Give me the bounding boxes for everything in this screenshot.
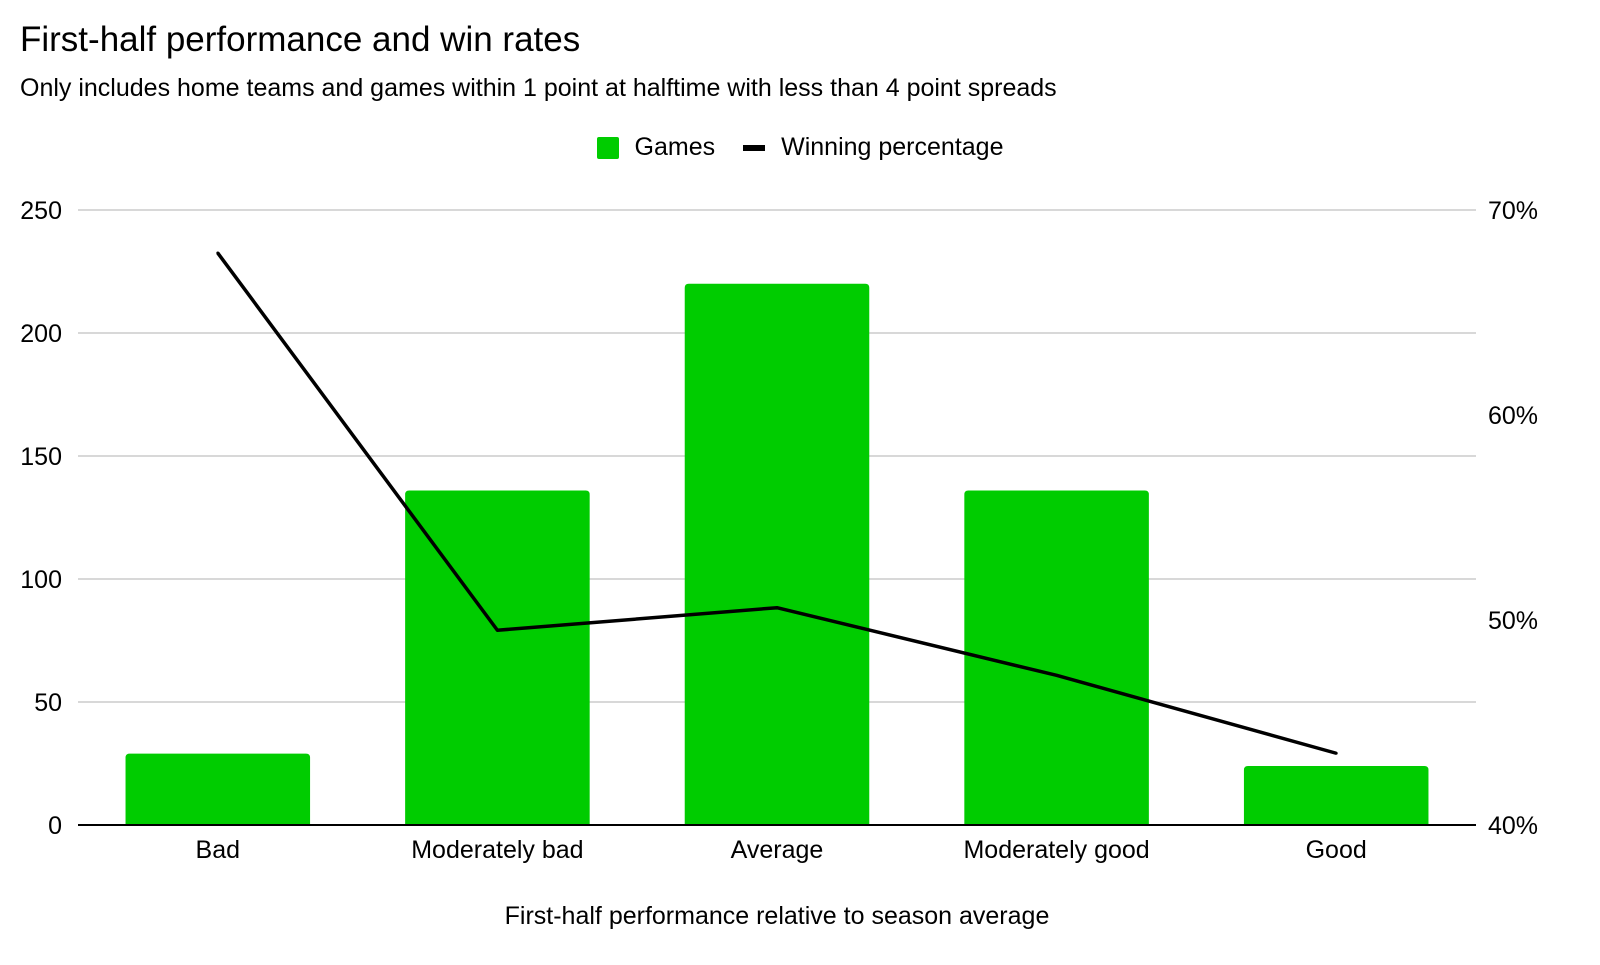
y-tick-label-right: 50%	[1488, 607, 1538, 635]
x-tick-label: Average	[731, 836, 824, 864]
x-tick-label: Moderately good	[963, 836, 1149, 864]
chart-subtitle: Only includes home teams and games withi…	[20, 74, 1057, 102]
y-tick-label-right: 40%	[1488, 812, 1538, 840]
y-tick-label-left: 250	[20, 197, 62, 225]
y-tick-label-right: 60%	[1488, 402, 1538, 430]
bar	[684, 283, 870, 825]
y-tick-label-right: 70%	[1488, 197, 1538, 225]
x-tick-label: Bad	[196, 836, 240, 864]
line-point	[1055, 673, 1059, 677]
legend-label-winning-percentage: Winning percentage	[781, 133, 1004, 161]
x-axis-title: First-half performance relative to seaso…	[505, 902, 1050, 930]
legend: Games Winning percentage	[0, 133, 1600, 162]
y-tick-label-left: 200	[20, 320, 62, 348]
line-point	[775, 606, 779, 610]
bar	[125, 753, 311, 825]
line-point	[495, 628, 499, 632]
line-point	[216, 251, 220, 255]
line-point	[1334, 751, 1338, 755]
legend-swatch-games	[596, 136, 619, 159]
y-tick-label-left: 150	[20, 443, 62, 471]
bar	[1243, 765, 1429, 825]
legend-item-games: Games	[596, 133, 716, 162]
legend-swatch-winning-percentage	[743, 144, 766, 151]
legend-label-games: Games	[634, 133, 716, 161]
bar	[964, 490, 1149, 825]
x-tick-label: Good	[1306, 836, 1367, 864]
legend-item-winning-percentage: Winning percentage	[743, 133, 1003, 162]
y-tick-label-left: 100	[20, 566, 62, 594]
y-tick-label-left: 0	[48, 812, 62, 840]
chart-title: First-half performance and win rates	[20, 20, 581, 59]
bar	[405, 490, 590, 825]
y-tick-label-left: 50	[34, 689, 62, 717]
x-tick-label: Moderately bad	[411, 836, 583, 864]
